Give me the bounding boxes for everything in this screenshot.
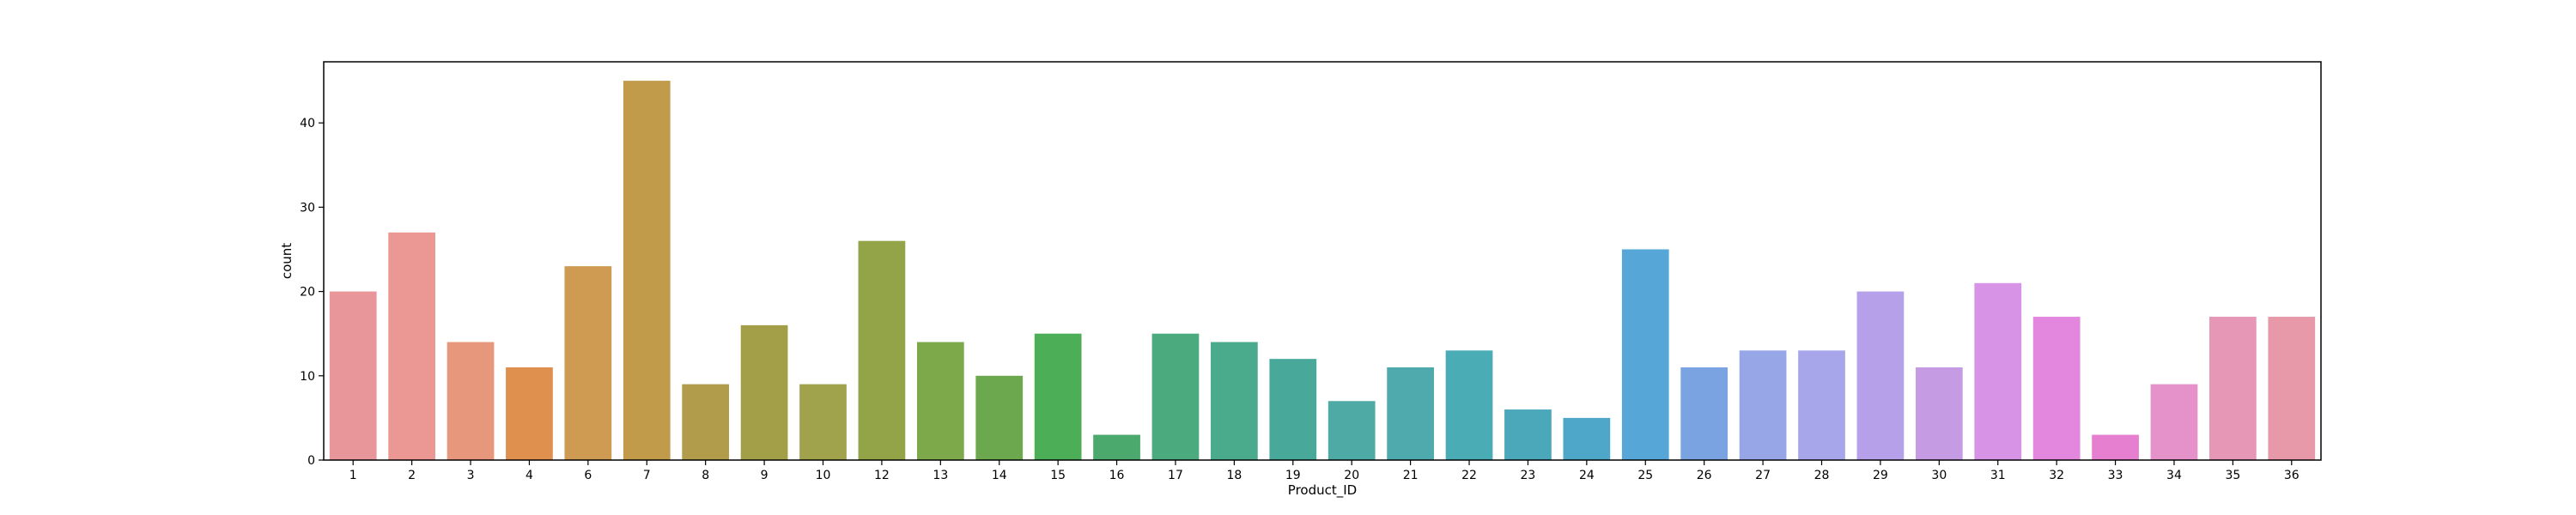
bar-27: [1739, 350, 1787, 460]
x-tick-label: 13: [933, 469, 948, 482]
bar-17: [1151, 333, 1200, 460]
x-tick-label: 31: [1990, 469, 2006, 482]
bar-32: [2032, 317, 2081, 460]
bar-14: [975, 375, 1024, 460]
x-tick-label: 17: [1168, 469, 1183, 482]
x-tick-label: 32: [2049, 469, 2064, 482]
bar-18: [1211, 342, 1258, 460]
bar-26: [1680, 367, 1728, 460]
bar-36: [2268, 317, 2316, 460]
bar-21: [1387, 367, 1434, 460]
bar-7: [623, 81, 671, 460]
bar-9: [740, 324, 788, 460]
bar-33: [2092, 434, 2139, 460]
bar-35: [2209, 317, 2257, 460]
x-tick-label: 36: [2284, 469, 2300, 482]
y-tick-label: 10: [300, 370, 315, 384]
x-tick-label: 1: [349, 469, 357, 482]
x-tick-label: 24: [1579, 469, 1595, 482]
x-axis-ticks: 1 2 3 4 6 7 8 9 10 12 13 14 15 16 17 18 19 20 21 22 23 24 25 26…: [349, 460, 2300, 482]
bar-12: [858, 240, 906, 460]
x-tick-label: 22: [1461, 469, 1477, 482]
bar-15: [1034, 333, 1082, 460]
bar-20: [1327, 401, 1376, 460]
bar-1: [329, 291, 377, 460]
y-axis-ticks: 0 10 20 30 40: [300, 117, 324, 468]
x-tick-label: 33: [2108, 469, 2123, 482]
bar-34: [2150, 384, 2198, 460]
x-tick-label: 18: [1226, 469, 1242, 482]
x-tick-label: 15: [1050, 469, 1066, 482]
x-tick-label: 6: [584, 469, 592, 482]
x-tick-label: 29: [1873, 469, 1888, 482]
x-tick-label: 9: [761, 469, 769, 482]
bar-2: [388, 232, 435, 460]
y-tick-label: 40: [300, 117, 315, 130]
bar-6: [564, 266, 612, 460]
x-tick-label: 8: [702, 469, 709, 482]
bar-19: [1269, 359, 1317, 460]
plot-frame: [323, 61, 2322, 461]
y-tick-label: 20: [300, 286, 315, 300]
bar-16: [1093, 434, 1140, 460]
x-tick-label: 2: [408, 469, 416, 482]
x-tick-label: 34: [2166, 469, 2182, 482]
bar-4: [506, 367, 553, 460]
bar-29: [1856, 291, 1905, 460]
x-tick-label: 3: [467, 469, 475, 482]
x-tick-label: 20: [1344, 469, 1359, 482]
x-tick-label: 16: [1109, 469, 1125, 482]
y-tick-label: 0: [307, 454, 315, 468]
x-tick-label: 35: [2225, 469, 2240, 482]
bar-28: [1798, 350, 1845, 460]
y-tick-label: 30: [300, 201, 315, 215]
bar-8: [682, 384, 730, 460]
x-tick-label: 28: [1814, 469, 1830, 482]
x-tick-label: 27: [1755, 469, 1771, 482]
x-tick-label: 19: [1285, 469, 1301, 482]
bar-10: [799, 384, 847, 460]
x-tick-label: 26: [1697, 469, 1712, 482]
bar-30: [1915, 367, 1963, 460]
x-tick-label: 14: [992, 469, 1007, 482]
bar-25: [1621, 249, 1669, 460]
x-tick-label: 4: [526, 469, 533, 482]
bar-24: [1563, 417, 1611, 460]
bar-3: [447, 342, 495, 460]
bar-13: [916, 342, 964, 460]
x-tick-label: 12: [874, 469, 890, 482]
y-axis-label: count: [279, 243, 295, 279]
x-tick-label: 30: [1931, 469, 1947, 482]
x-tick-label: 7: [643, 469, 651, 482]
x-tick-label: 21: [1403, 469, 1419, 482]
x-tick-label: 25: [1637, 469, 1653, 482]
x-tick-label: 10: [816, 469, 831, 482]
x-axis-label: Product_ID: [1288, 482, 1357, 499]
x-tick-label: 23: [1521, 469, 1536, 482]
bar-23: [1504, 409, 1552, 460]
bar-31: [1974, 282, 2022, 460]
bar-22: [1445, 350, 1493, 460]
bars-group: [329, 81, 2316, 460]
